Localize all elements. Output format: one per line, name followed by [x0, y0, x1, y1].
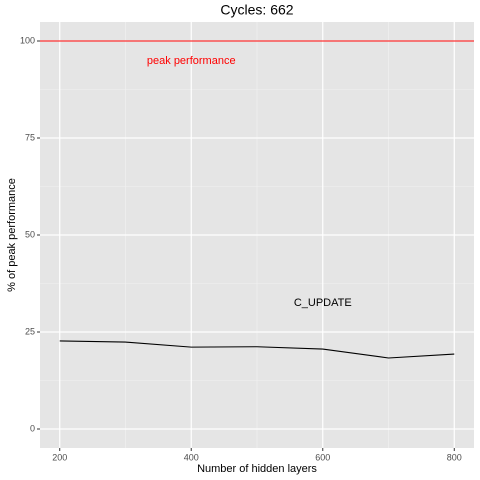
annotation: C_UPDATE [294, 297, 352, 309]
chart-title: Cycles: 662 [220, 2, 293, 18]
x-tick-label: 800 [447, 452, 462, 462]
y-tick-label: 50 [25, 229, 35, 239]
data-line [59, 340, 455, 359]
annotation: peak performance [147, 55, 236, 67]
y-tick-label: 75 [25, 132, 35, 142]
x-tick-label: 200 [52, 452, 67, 462]
x-axis-label: Number of hidden layers [197, 463, 317, 475]
y-axis-label: % of peak performance [6, 178, 18, 292]
x-tick-label: 400 [184, 452, 199, 462]
y-tick-label: 100 [20, 35, 35, 45]
x-tick-label: 600 [315, 452, 330, 462]
y-tick-label: 25 [25, 326, 35, 336]
y-tick-label: 0 [30, 423, 35, 433]
